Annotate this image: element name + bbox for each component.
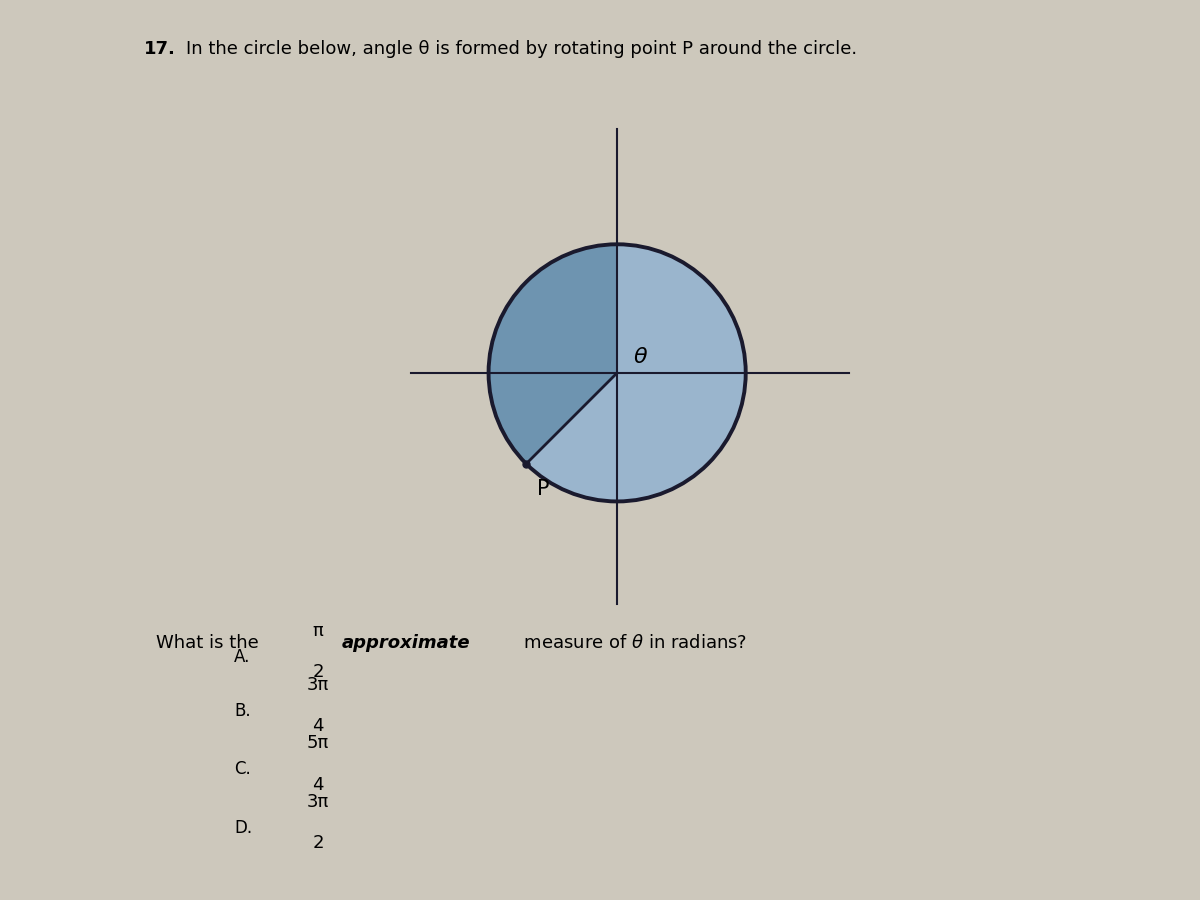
Text: P: P: [536, 479, 550, 500]
Circle shape: [488, 244, 745, 501]
Text: What is the: What is the: [156, 634, 264, 652]
Text: 3π: 3π: [307, 793, 329, 811]
Text: B.: B.: [234, 702, 251, 720]
Text: $\theta$: $\theta$: [632, 347, 648, 367]
Text: C.: C.: [234, 760, 251, 778]
Text: measure of $\theta$ in radians?: measure of $\theta$ in radians?: [518, 634, 748, 652]
Text: π: π: [313, 622, 323, 640]
Text: 4: 4: [312, 776, 324, 794]
Text: 3π: 3π: [307, 676, 329, 694]
Text: 4: 4: [312, 717, 324, 735]
Text: 2: 2: [312, 663, 324, 681]
Wedge shape: [488, 244, 617, 464]
Text: 17.: 17.: [144, 40, 176, 58]
Text: approximate: approximate: [342, 634, 470, 652]
Text: D.: D.: [234, 819, 252, 837]
Text: 2: 2: [312, 834, 324, 852]
Text: 5π: 5π: [307, 734, 329, 752]
Text: A.: A.: [234, 648, 251, 666]
Text: In the circle below, angle θ is formed by rotating point P around the circle.: In the circle below, angle θ is formed b…: [186, 40, 857, 58]
